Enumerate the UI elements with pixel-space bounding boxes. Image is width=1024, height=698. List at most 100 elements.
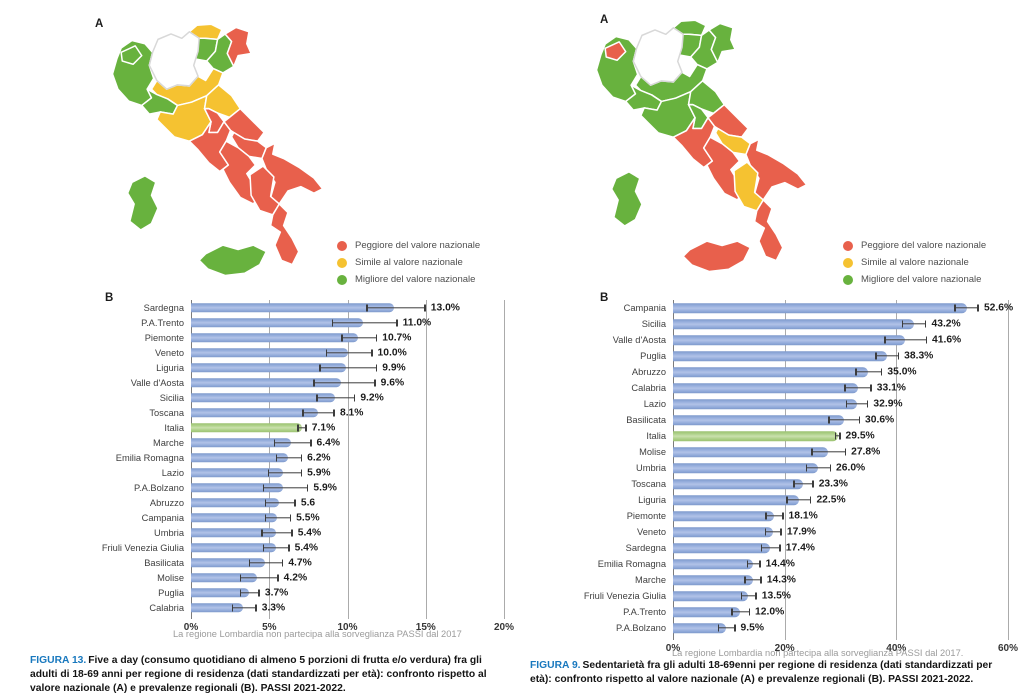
map-region-sicilia xyxy=(682,240,752,273)
bar xyxy=(191,497,279,508)
x-tick-label: 0% xyxy=(665,643,681,654)
chart-row: Liguria 9.9% xyxy=(105,360,504,375)
bar xyxy=(673,591,749,601)
error-bar-cap xyxy=(262,484,265,491)
error-bar xyxy=(884,339,928,341)
error-bar xyxy=(313,381,376,384)
chart-row: Valle d'Aosta 41.6% xyxy=(597,332,1008,348)
error-bar-cap xyxy=(870,384,872,392)
legend-item-similar: Simile al valore nazionale xyxy=(337,254,480,271)
error-bar xyxy=(341,336,378,339)
error-bar xyxy=(811,451,847,453)
chart-row: Emilia Romagna 6.2% xyxy=(105,450,504,465)
error-bar-cap xyxy=(353,394,356,401)
bar xyxy=(191,332,359,343)
region-label: Umbria xyxy=(636,463,666,473)
error-bar-cap xyxy=(341,334,343,341)
x-tick-label: 10% xyxy=(337,622,358,633)
bar-chart: Campania 52.6% Sicilia 43.2% Valle d'Aosta 41… xyxy=(584,300,1018,654)
figure-number: FIGURA 13. xyxy=(30,655,87,666)
error-bar-cap xyxy=(302,409,304,416)
map-region-lombardia xyxy=(632,27,684,86)
error-bar-cap xyxy=(924,320,927,328)
error-bar-cap xyxy=(855,368,857,376)
map-region-friuli xyxy=(708,22,736,64)
x-tick-label: 5% xyxy=(262,622,277,633)
error-bar xyxy=(717,627,736,629)
error-bar xyxy=(744,579,762,581)
map-region-liguria xyxy=(140,88,179,115)
region-label: Veneto xyxy=(155,347,184,358)
error-bar xyxy=(239,576,279,579)
error-bar xyxy=(875,355,900,357)
value-label: 17.4% xyxy=(785,542,815,554)
error-bar xyxy=(786,499,812,501)
error-bar xyxy=(262,546,290,549)
error-bar-cap xyxy=(829,464,832,472)
error-bar-cap xyxy=(925,336,928,344)
value-label: 5.6 xyxy=(300,497,316,508)
region-label: Emilia Romagna xyxy=(597,559,666,569)
error-bar xyxy=(262,486,309,489)
error-bar-cap xyxy=(300,469,303,476)
chart-row: Basilicata 30.6% xyxy=(597,412,1008,428)
bar xyxy=(191,572,257,583)
error-bar-cap xyxy=(977,304,979,312)
error-bar xyxy=(239,591,260,594)
error-bar-cap xyxy=(744,576,746,584)
bar xyxy=(191,512,278,523)
chart-row: Marche 6.4% xyxy=(105,435,504,450)
bar xyxy=(191,392,335,403)
value-label: 9.2% xyxy=(360,392,384,403)
error-bar xyxy=(264,501,296,504)
x-tick-label: 20% xyxy=(774,643,795,654)
legend-dot-worse-icon xyxy=(337,240,347,251)
error-bar xyxy=(302,411,335,414)
bar xyxy=(673,463,819,473)
region-label: Lazio xyxy=(161,467,184,478)
error-bar-cap xyxy=(288,544,290,551)
panel-a-label: A xyxy=(95,18,104,30)
bar xyxy=(191,557,265,568)
bar xyxy=(191,362,346,373)
italy-map xyxy=(595,19,808,273)
error-bar-cap xyxy=(760,544,763,552)
chart-row: Lazio 32.9% xyxy=(597,396,1008,412)
legend-label: Migliore del valore nazionale xyxy=(861,274,982,285)
chart-row: P.A.Trento 11.0% xyxy=(105,315,504,330)
error-bar-cap xyxy=(255,604,257,611)
region-label: Abruzzo xyxy=(631,367,666,377)
error-bar-cap xyxy=(809,496,812,504)
gridline xyxy=(504,300,505,619)
error-bar xyxy=(805,467,832,469)
value-label: 22.5% xyxy=(816,494,846,506)
error-bar-cap xyxy=(396,319,398,326)
error-bar-cap xyxy=(734,624,736,632)
error-bar xyxy=(231,606,257,609)
error-bar-cap xyxy=(275,454,277,461)
error-bar-cap xyxy=(954,304,956,312)
bar xyxy=(673,351,887,361)
bar xyxy=(673,495,799,505)
error-bar-cap xyxy=(812,480,814,488)
error-bar-cap xyxy=(371,349,373,356)
error-bar-cap xyxy=(333,409,335,416)
region-label: Umbria xyxy=(154,527,184,538)
bar xyxy=(673,511,775,521)
bar xyxy=(673,559,754,569)
value-label: 8.1% xyxy=(339,407,364,418)
error-bar-cap xyxy=(834,432,837,440)
error-bar xyxy=(267,471,303,474)
error-bar-cap xyxy=(375,364,378,371)
value-label: 5.5% xyxy=(296,512,320,523)
error-bar-cap xyxy=(779,544,781,552)
chart-row: Puglia 3.7% xyxy=(105,585,504,600)
error-bar xyxy=(855,371,883,373)
error-bar xyxy=(746,563,761,565)
error-bar-cap xyxy=(281,559,284,566)
region-label: P.A.Bolzano xyxy=(616,623,666,633)
chart-row: Lazio 5.9% xyxy=(105,465,504,480)
error-bar xyxy=(264,516,292,519)
error-bar xyxy=(765,515,784,517)
